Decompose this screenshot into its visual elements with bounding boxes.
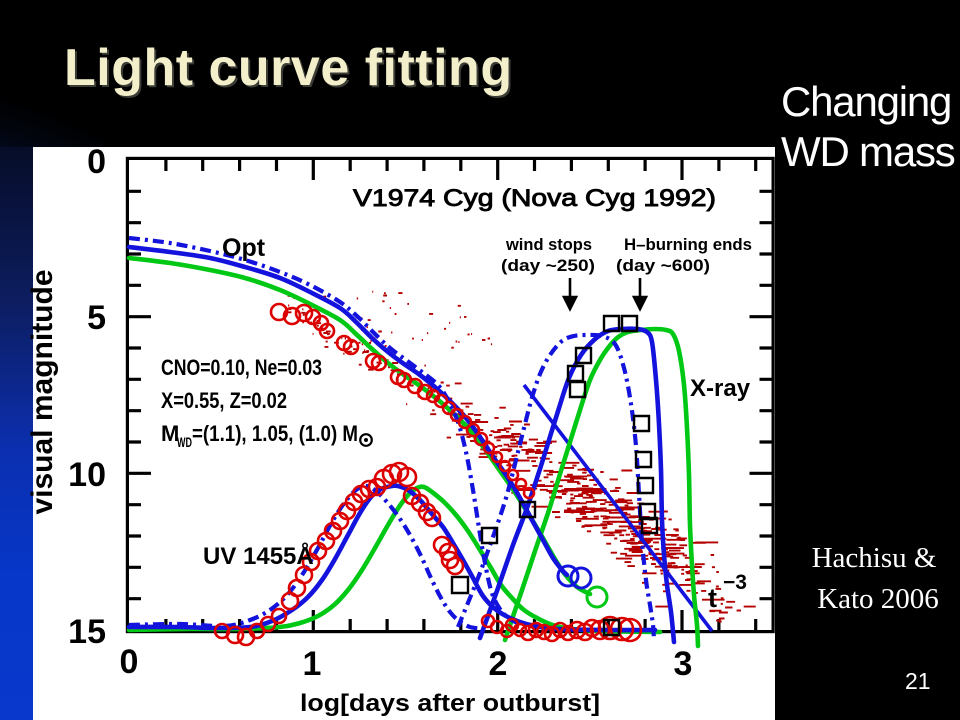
svg-text:CNO=0.10, Ne=0.03: CNO=0.10, Ne=0.03 xyxy=(161,355,322,380)
svg-text:WD: WD xyxy=(177,434,192,450)
svg-text:0: 0 xyxy=(120,643,139,681)
svg-text:15: 15 xyxy=(68,613,106,651)
svg-text:−3: −3 xyxy=(723,571,747,594)
svg-text:(day ~250): (day ~250) xyxy=(501,256,595,275)
svg-text:Opt: Opt xyxy=(222,234,266,262)
svg-text:1: 1 xyxy=(303,645,322,683)
svg-text:0: 0 xyxy=(87,143,106,181)
svg-text:3: 3 xyxy=(674,645,693,683)
svg-text:wind stops: wind stops xyxy=(505,235,592,254)
svg-text:H–burning ends: H–burning ends xyxy=(624,235,752,254)
svg-text:V1974 Cyg (Nova Cyg 1992): V1974 Cyg (Nova Cyg 1992) xyxy=(353,185,716,212)
svg-text:X=0.55, Z=0.02: X=0.55, Z=0.02 xyxy=(161,388,287,413)
svg-text:visual magnitude: visual magnitude xyxy=(26,269,59,514)
svg-text:M: M xyxy=(161,421,179,446)
svg-text:(day ~600): (day ~600) xyxy=(616,256,710,275)
svg-text:UV 1455Å: UV 1455Å xyxy=(203,542,314,570)
svg-text:log[days after outburst]: log[days after outburst] xyxy=(300,690,600,717)
svg-text:t: t xyxy=(708,583,717,613)
svg-text:X-ray: X-ray xyxy=(690,375,751,402)
svg-text:=(1.1), 1.05, (1.0) M: =(1.1), 1.05, (1.0) M xyxy=(192,421,358,446)
svg-text:5: 5 xyxy=(87,299,106,337)
svg-text:2: 2 xyxy=(489,645,508,683)
svg-text:10: 10 xyxy=(68,456,106,494)
